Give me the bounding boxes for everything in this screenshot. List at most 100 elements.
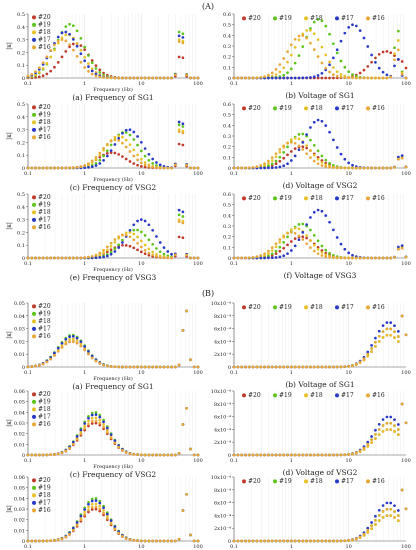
data-point — [366, 65, 370, 68]
data-point — [87, 416, 90, 420]
data-point — [177, 123, 181, 127]
data-point — [185, 492, 189, 496]
data-point — [113, 238, 117, 241]
data-point — [400, 244, 404, 247]
data-point — [389, 415, 393, 419]
y-tick-label: 0.06 — [14, 475, 25, 481]
data-point — [87, 65, 90, 68]
data-point — [83, 348, 87, 352]
data-point — [362, 532, 366, 536]
data-point — [98, 362, 102, 365]
data-point — [158, 166, 162, 170]
data-point — [263, 539, 266, 543]
panel-6: 00.10.20.30.40.50.60.1 1 10 100(f) Voltage … — [223, 192, 411, 280]
data-point — [370, 527, 373, 531]
data-point — [328, 453, 331, 457]
data-point — [68, 166, 71, 170]
data-point — [181, 143, 185, 147]
data-point — [41, 166, 45, 170]
data-point — [286, 252, 289, 256]
data-point — [87, 419, 90, 423]
data-point — [343, 247, 347, 251]
data-point — [79, 52, 83, 56]
x-tick-label: 1 — [290, 370, 293, 376]
data-point — [297, 238, 301, 242]
legend-marker — [32, 478, 36, 483]
legend-label: #18 — [38, 209, 51, 216]
data-point — [98, 413, 102, 417]
y-tick-label: 0.5 — [17, 102, 25, 108]
series-19 — [232, 314, 408, 369]
data-point — [136, 143, 139, 147]
x-tick-label: 1 — [290, 458, 293, 464]
data-point — [136, 153, 139, 157]
data-point — [185, 253, 189, 257]
data-point — [71, 166, 75, 170]
panel-caption: (d) Voltage of VSG2 — [283, 181, 358, 190]
y-tick-label: 0 — [22, 453, 25, 459]
data-point — [41, 67, 45, 70]
data-point — [312, 75, 316, 79]
series-16 — [26, 309, 200, 369]
data-point — [389, 428, 393, 431]
x-tick-label: 10 — [138, 171, 144, 177]
data-point — [162, 76, 166, 80]
data-point — [68, 340, 71, 344]
legend-marker — [32, 112, 36, 117]
data-point — [366, 45, 370, 48]
legend-marker — [32, 210, 36, 215]
data-point — [147, 152, 151, 156]
data-point — [404, 255, 408, 259]
data-point — [232, 76, 236, 80]
data-point — [289, 159, 293, 162]
data-point — [94, 502, 98, 506]
legend-label: #16 — [38, 421, 51, 428]
y-tick-label: 0.05 — [14, 486, 25, 492]
data-point — [389, 514, 393, 518]
data-point — [320, 254, 324, 257]
data-point — [385, 501, 389, 505]
data-point — [94, 158, 98, 161]
x-tick-label: 1 — [290, 544, 293, 550]
data-point — [166, 539, 170, 543]
y-tick-label: 6x10⁻⁴ — [214, 327, 231, 333]
series-19 — [26, 22, 200, 80]
data-point — [64, 449, 68, 453]
data-point — [274, 245, 278, 249]
data-point — [121, 534, 124, 538]
data-point — [332, 365, 335, 369]
data-point — [132, 232, 136, 236]
data-point — [320, 249, 324, 252]
data-point — [98, 418, 102, 422]
data-point — [181, 221, 185, 225]
section-b-label: (B) — [202, 289, 214, 298]
data-point — [293, 61, 297, 65]
data-point — [79, 256, 83, 260]
data-point — [147, 165, 151, 168]
data-point — [170, 76, 173, 80]
data-point — [181, 56, 185, 60]
legend-label: #20 — [248, 392, 261, 399]
series-17 — [26, 208, 200, 260]
panel-2: 00.10.20.30.40.50.60.1 1 10 100(b) Voltage … — [223, 12, 411, 100]
y-tick-label: 0.02 — [14, 339, 25, 345]
data-point — [37, 363, 41, 367]
data-point — [232, 453, 236, 457]
data-point — [240, 453, 243, 457]
legend-marker — [304, 196, 308, 201]
y-tick-label: 0 — [22, 166, 25, 172]
data-point — [94, 497, 98, 500]
series-18 — [26, 492, 200, 543]
data-point — [293, 539, 297, 543]
data-point — [374, 166, 377, 170]
data-point — [312, 20, 316, 24]
data-point — [385, 321, 389, 324]
x-tick-label: 100 — [193, 261, 203, 267]
data-point — [289, 141, 293, 144]
legend-marker — [335, 479, 339, 484]
data-point — [124, 145, 128, 149]
data-point — [274, 365, 278, 369]
data-point — [316, 55, 320, 58]
data-point — [105, 245, 109, 249]
legend-marker — [242, 479, 246, 484]
